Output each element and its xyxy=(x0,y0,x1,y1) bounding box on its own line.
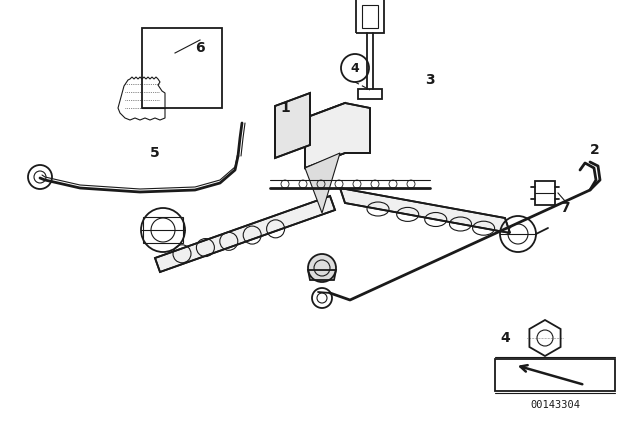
Text: 5: 5 xyxy=(150,146,160,160)
Text: 6: 6 xyxy=(195,41,205,55)
Polygon shape xyxy=(305,103,345,168)
Polygon shape xyxy=(340,188,510,233)
Text: 7: 7 xyxy=(560,201,570,215)
Text: 3: 3 xyxy=(425,73,435,87)
Circle shape xyxy=(308,254,336,282)
Bar xyxy=(495,359,615,391)
Text: 2: 2 xyxy=(590,143,600,157)
Text: 4: 4 xyxy=(500,331,510,345)
Text: 00143304: 00143304 xyxy=(530,400,580,410)
Polygon shape xyxy=(305,103,370,168)
Polygon shape xyxy=(275,93,310,158)
Polygon shape xyxy=(155,196,335,272)
Polygon shape xyxy=(305,153,340,213)
Text: 4: 4 xyxy=(351,61,360,74)
Text: 1: 1 xyxy=(280,101,290,115)
